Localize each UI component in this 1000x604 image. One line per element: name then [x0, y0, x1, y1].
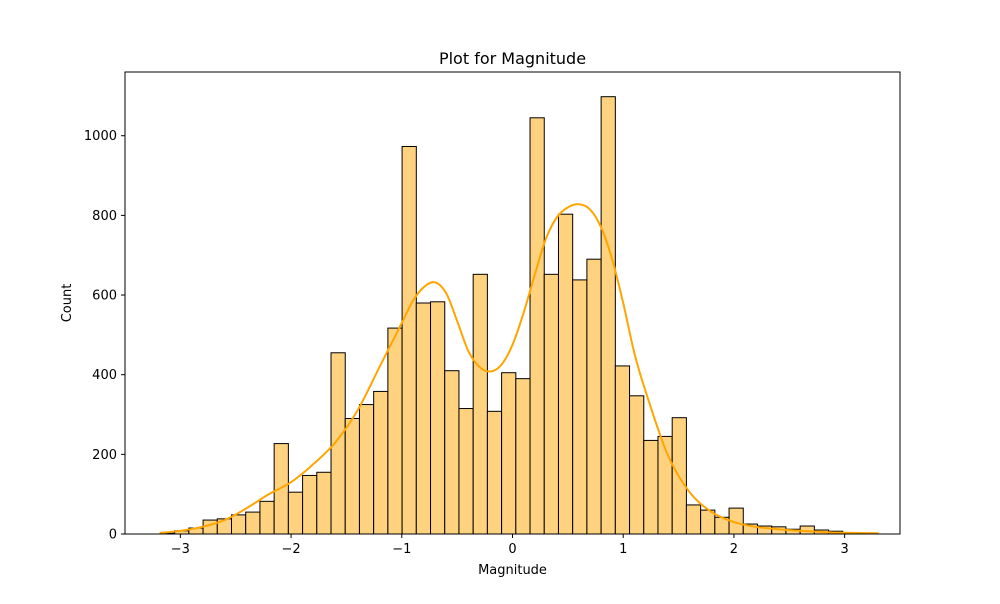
x-tick-label: 1: [619, 542, 627, 557]
y-tick-label: 600: [92, 289, 117, 304]
histogram-bar: [345, 419, 359, 535]
histogram-bar: [317, 472, 331, 534]
histogram-bar: [686, 505, 700, 534]
histogram-bar: [402, 146, 416, 534]
chart-title: Plot for Magnitude: [439, 49, 586, 68]
histogram-bar: [288, 492, 302, 534]
histogram-bar: [246, 512, 260, 534]
histogram-bar: [431, 302, 445, 534]
y-tick-label: 800: [92, 209, 117, 224]
histogram-bar: [331, 353, 345, 534]
histogram-bar: [516, 379, 530, 534]
histogram-bar: [487, 411, 501, 534]
x-tick-label: 3: [841, 542, 849, 557]
histogram-bar: [630, 396, 644, 534]
bars-group: [160, 97, 871, 534]
histogram-bar: [601, 97, 615, 534]
x-axis-ticks: −3 −2 −1 0 1 2 3: [171, 534, 849, 557]
histogram-bar: [558, 214, 572, 534]
histogram-bar: [459, 409, 473, 534]
y-axis-label: Count: [60, 284, 75, 323]
histogram-bar: [530, 118, 544, 534]
histogram-bar: [388, 328, 402, 534]
y-tick-label: 1000: [84, 129, 117, 144]
histogram-bar: [644, 440, 658, 534]
histogram-bar: [374, 391, 388, 534]
histogram-bar: [544, 274, 558, 534]
histogram-bar: [615, 366, 629, 534]
histogram-bar: [445, 371, 459, 534]
histogram-bar: [502, 373, 516, 534]
x-tick-label: −1: [392, 542, 411, 557]
y-tick-label: 400: [92, 368, 117, 383]
x-tick-label: −2: [281, 542, 300, 557]
y-axis-ticks: 0 200 400 600 800 1000: [84, 129, 125, 542]
x-tick-label: −3: [171, 542, 190, 557]
histogram-bar: [303, 475, 317, 534]
histogram-bar: [232, 515, 246, 534]
histogram-bar: [416, 303, 430, 534]
histogram-bar: [587, 259, 601, 534]
histogram-bar: [260, 501, 274, 534]
y-tick-label: 200: [92, 448, 117, 463]
x-axis-label: Magnitude: [478, 563, 547, 578]
x-tick-label: 2: [730, 542, 738, 557]
x-tick-label: 0: [508, 542, 516, 557]
y-tick-label: 0: [109, 528, 117, 543]
histogram-bar: [473, 274, 487, 534]
histogram-bar: [359, 405, 373, 534]
histogram-bar: [573, 280, 587, 534]
